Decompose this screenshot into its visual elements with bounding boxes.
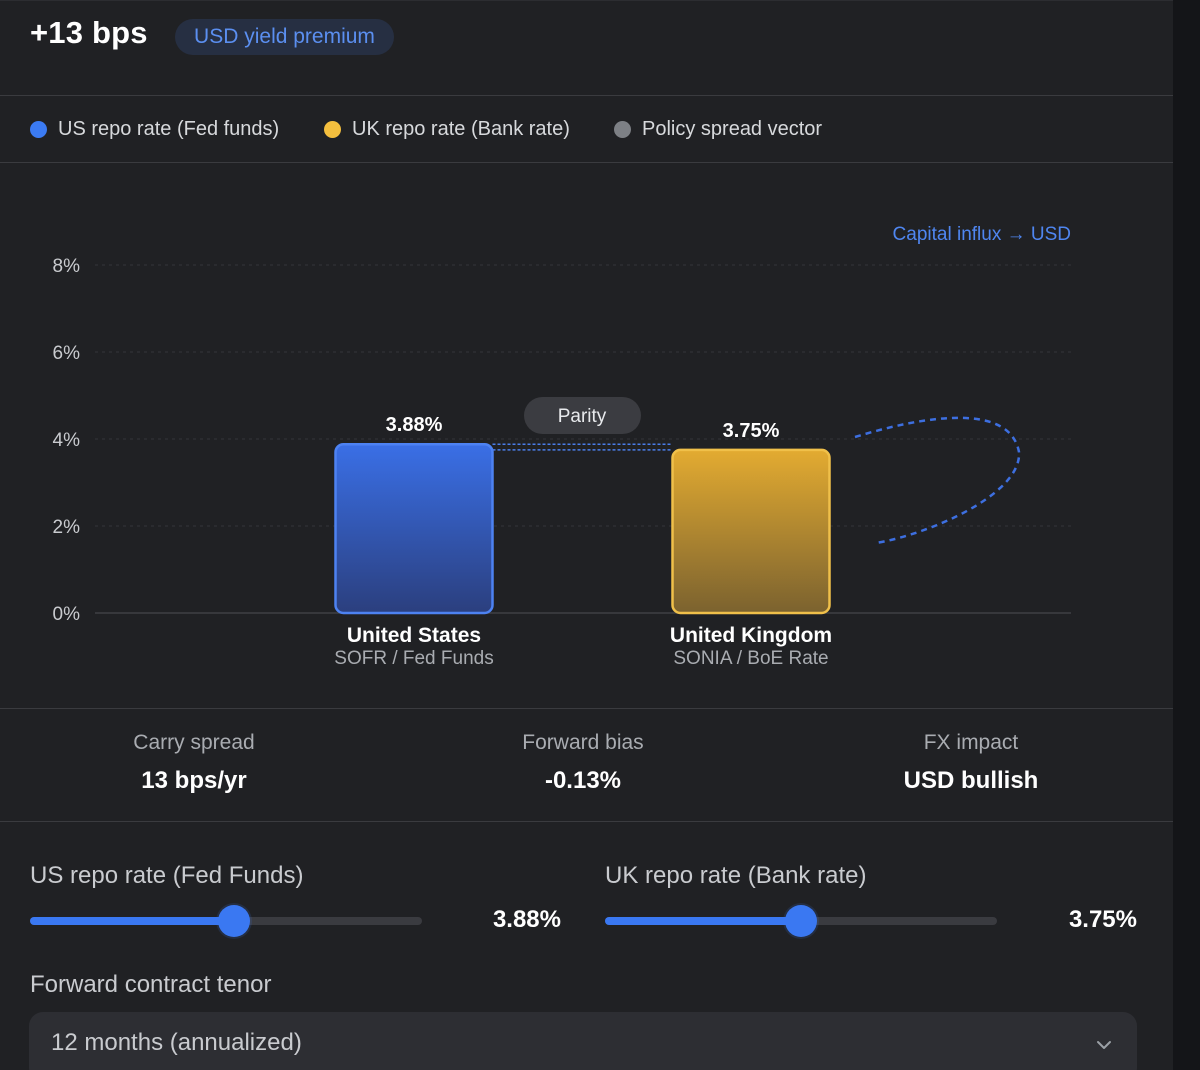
legend-item-spread: Policy spread vector bbox=[614, 116, 822, 142]
parity-label: Parity bbox=[558, 406, 607, 427]
y-tick-label: 8% bbox=[53, 256, 81, 277]
category-label-us: United States bbox=[347, 624, 481, 647]
uk-rate-value: 3.75% bbox=[1068, 906, 1137, 933]
legend-label-us: US repo rate (Fed funds) bbox=[58, 117, 280, 140]
category-subtitle-uk: SONIA / BoE Rate bbox=[673, 648, 828, 669]
forward-bias-label: Forward bias bbox=[522, 731, 644, 754]
legend-label-uk: UK repo rate (Bank rate) bbox=[352, 117, 570, 140]
us-rate-slider[interactable] bbox=[30, 905, 422, 937]
bar-us bbox=[334, 442, 494, 615]
legend-item-us: US repo rate (Fed funds) bbox=[30, 116, 279, 142]
carry-spread-value: 13 bps/yr bbox=[141, 767, 247, 794]
summary-header: +13 bps USD yield premium bbox=[0, 1, 1173, 96]
y-tick-label: 4% bbox=[53, 430, 81, 451]
carry-stats-row: Carry spread 13 bps/yr Forward bias -0.1… bbox=[0, 708, 1173, 822]
legend-label-spread: Policy spread vector bbox=[642, 117, 823, 140]
chevron-down-icon bbox=[1097, 1041, 1111, 1049]
category-label-uk: United Kingdom bbox=[670, 624, 832, 647]
rate-comparison-chart: 0% 2% 4% 6% 8% Capital influx → USD Parity 3… bbox=[0, 164, 1173, 707]
spread-legend-dot-icon bbox=[614, 120, 631, 138]
capital-flow-annotation: Capital influx → USD bbox=[893, 224, 1071, 245]
rate-differential-panel: +13 bps USD yield premium US repo rate (… bbox=[0, 0, 1173, 1070]
y-tick-label: 0% bbox=[53, 604, 81, 625]
bar-uk bbox=[671, 448, 831, 615]
chart-canvas: 0% 2% 4% 6% 8% Capital influx → USD Parity 3… bbox=[53, 224, 1071, 669]
bar-value-label-uk: 3.75% bbox=[723, 420, 780, 442]
scrollbar-gutter[interactable] bbox=[1173, 0, 1200, 1070]
tenor-selected-value: 12 months (annualized) bbox=[51, 1029, 302, 1056]
y-tick-label: 6% bbox=[53, 343, 81, 364]
yield-premium-chip: USD yield premium bbox=[175, 19, 394, 55]
spread-headline: +13 bps bbox=[30, 15, 148, 50]
uk-rate-slider-thumb[interactable] bbox=[785, 905, 817, 937]
legend-item-uk: UK repo rate (Bank rate) bbox=[324, 116, 570, 142]
bar-value-label-us: 3.88% bbox=[386, 414, 443, 436]
uk-legend-dot-icon bbox=[324, 120, 341, 138]
uk-rate-label: UK repo rate (Bank rate) bbox=[605, 862, 867, 889]
stat-forward-bias: Forward bias -0.13% bbox=[433, 731, 733, 795]
uk-rate-slider[interactable] bbox=[605, 905, 997, 937]
stat-fx-impact: FX impact USD bullish bbox=[821, 731, 1121, 795]
carry-spread-label: Carry spread bbox=[133, 731, 255, 754]
fx-impact-value: USD bullish bbox=[903, 767, 1039, 794]
y-tick-label: 2% bbox=[53, 517, 81, 538]
us-legend-dot-icon bbox=[30, 120, 47, 138]
stat-carry-spread: Carry spread 13 bps/yr bbox=[44, 731, 344, 795]
parity-pill: Parity bbox=[524, 397, 641, 434]
uk-rate-slider-fill bbox=[605, 917, 801, 925]
forward-bias-value: -0.13% bbox=[544, 767, 622, 794]
us-rate-value: 3.88% bbox=[492, 906, 561, 933]
chart-legend: US repo rate (Fed funds) UK repo rate (B… bbox=[0, 97, 1173, 163]
fx-impact-label: FX impact bbox=[923, 731, 1019, 754]
us-rate-slider-fill bbox=[30, 917, 234, 925]
tenor-label: Forward contract tenor bbox=[30, 971, 272, 998]
category-subtitle-us: SOFR / Fed Funds bbox=[334, 648, 493, 669]
tenor-select[interactable]: 12 months (annualized) bbox=[29, 1012, 1137, 1070]
us-rate-label: US repo rate (Fed Funds) bbox=[30, 862, 304, 889]
policy-spread-vector-line bbox=[854, 416, 1021, 545]
us-rate-slider-thumb[interactable] bbox=[217, 905, 250, 937]
